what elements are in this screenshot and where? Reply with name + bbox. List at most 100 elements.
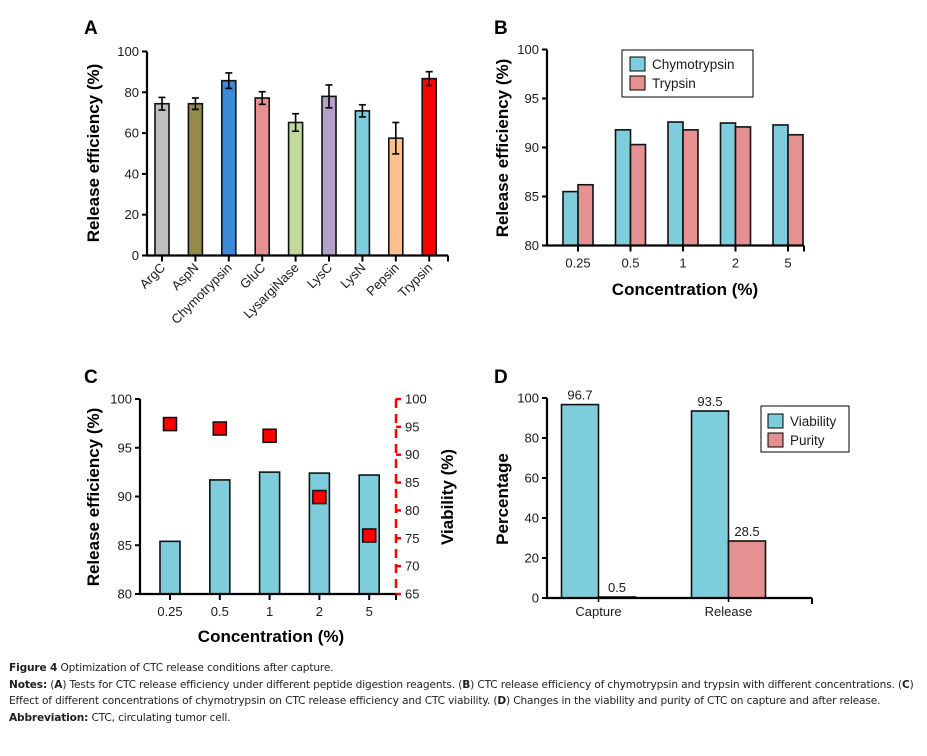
panel-d-y-axis-title: Percentage: [493, 453, 512, 545]
x-tick-label: 0.5: [211, 604, 229, 619]
viability-point-2: [312, 489, 327, 505]
bar-trypsin-0.25: [577, 183, 594, 247]
y-tick-label: 80: [525, 238, 539, 253]
right-tick-label: 75: [405, 531, 419, 546]
y-tick-label: 0: [132, 248, 139, 263]
right-tick-label: 90: [405, 447, 419, 462]
legend-swatch-purity: [767, 432, 784, 448]
y-tick-label: 85: [525, 189, 539, 204]
data-label: 28.5: [734, 524, 759, 539]
data-label: 96.7: [567, 388, 592, 403]
bar-pepsin: [387, 137, 404, 257]
bar-release-efficiency-0.5: [209, 479, 231, 595]
right-tick-label: 65: [405, 587, 419, 602]
figure-title: Optimization of CTC release conditions a…: [57, 662, 334, 674]
viability-point-1: [262, 428, 277, 444]
panel-label-c: C: [84, 367, 98, 388]
y-tick-label: 40: [125, 166, 139, 181]
bar-chymotrypsin-0.5: [614, 129, 632, 247]
panel-c-y-axis-title: Release efficiency (%): [84, 408, 103, 587]
viability-point-0.25: [162, 416, 178, 432]
legend-swatch-chymotrypsin: [629, 56, 646, 72]
y-tick-label: 100: [110, 392, 132, 407]
viability-point-0.5: [212, 421, 228, 436]
y-tick-label: 20: [125, 207, 139, 222]
y-tick-label: 60: [125, 126, 139, 141]
y-tick-label: 90: [118, 489, 132, 504]
viability-point-5: [361, 528, 377, 543]
x-tick-label: 5: [366, 604, 373, 619]
bar-trypsin-1: [682, 129, 699, 247]
y-tick-label: 0: [532, 591, 539, 606]
y-tick-label: 100: [517, 391, 539, 406]
caption-notes: Notes: (A) Tests for CTC release efficie…: [9, 678, 914, 708]
bar-chymotrypsin-5: [772, 124, 789, 247]
panel-c: C Release efficiency (%) Viability (%) C…: [84, 367, 457, 646]
data-label: 0.5: [608, 580, 626, 595]
panel-a: A Release efficiency (%) 0 20 40 60 80 100 Ar…: [84, 18, 449, 327]
x-tick-label: Trypsin: [395, 260, 435, 300]
figure-label: Figure 4: [9, 662, 58, 674]
note-tag-a: A: [54, 678, 63, 691]
y-tick-label: 100: [517, 42, 539, 57]
note-text-d: Changes in the viability and purity of C…: [510, 695, 881, 708]
bar-viability-capture: [560, 403, 600, 599]
panel-label-a: A: [84, 18, 98, 39]
y-tick-label: 95: [118, 440, 132, 455]
x-tick-label: 2: [316, 604, 323, 619]
right-tick-label: 100: [405, 392, 427, 407]
right-tick-label: 70: [405, 559, 419, 574]
bar-chymotrypsin: [221, 79, 237, 257]
x-tick-label: 0.25: [157, 604, 182, 619]
legend-swatch-trypsin: [629, 75, 646, 91]
note-text-a: Tests for CTC release efficiency under d…: [66, 678, 459, 691]
note-tag-d: D: [497, 695, 507, 708]
notes-label: Notes:: [9, 678, 48, 691]
legend-label-trypsin: Trypsin: [652, 76, 696, 91]
caption-abbreviation: Abbreviation: CTC, circulating tumor cel…: [9, 710, 921, 727]
y-tick-label: 95: [525, 91, 539, 106]
x-tick-label: 2: [732, 256, 739, 271]
y-tick-label: 100: [117, 44, 139, 59]
panel-label-b: B: [494, 18, 508, 39]
bar-viability-release: [690, 410, 730, 599]
x-tick-label: 1: [679, 256, 686, 271]
bar-gluc: [254, 97, 270, 257]
right-tick-label: 95: [405, 419, 419, 434]
note-text-b: CTC release efficiency of chymotrypsin a…: [474, 678, 898, 691]
bar-trypsin-0.5: [629, 143, 647, 247]
x-tick-label: ArgC: [137, 260, 169, 292]
x-tick-label: 0.25: [565, 256, 590, 271]
note-tag-b: B: [462, 678, 471, 691]
panel-b-legend: Chymotrypsin Trypsin: [621, 49, 754, 98]
y-tick-label: 85: [118, 538, 132, 553]
bar-trypsin-2: [734, 126, 752, 247]
legend-swatch-viability: [767, 413, 784, 429]
panel-b-y-axis-title: Release efficiency (%): [493, 59, 512, 238]
panel-c-x-axis-title: Concentration (%): [198, 627, 344, 646]
x-tick-label: 5: [784, 256, 791, 271]
abbreviation-text: CTC, circulating tumor cell.: [88, 711, 231, 724]
panel-d: D Percentage 0 20 40 60 80 100 96.7 0.5 93.5 28.…: [493, 367, 850, 619]
bar-release-efficiency-0.25: [159, 540, 181, 595]
x-tick-label: 0.5: [621, 256, 639, 271]
y-tick-label: 80: [125, 85, 139, 100]
panel-label-d: D: [494, 367, 508, 388]
panel-b-x-axis-title: Concentration (%): [612, 280, 758, 299]
panel-a-y-axis-title: Release efficiency (%): [84, 64, 103, 243]
y-tick-label: 80: [118, 587, 132, 602]
y-tick-label: 90: [525, 140, 539, 155]
x-tick-label: Pepsin: [363, 260, 402, 299]
legend-label-chymotrypsin: Chymotrypsin: [652, 57, 735, 72]
note-tag-c: C: [901, 678, 910, 691]
panel-b: B Release efficiency (%) Concentration (…: [493, 18, 805, 299]
bar-aspn: [187, 102, 204, 257]
figure-caption: Figure 4 Optimization of CTC release con…: [9, 660, 921, 726]
bar-purity-release: [727, 540, 767, 599]
legend-label-viability: Viability: [790, 414, 837, 429]
caption-title-line: Figure 4 Optimization of CTC release con…: [9, 660, 921, 677]
right-tick-label: 80: [405, 503, 419, 518]
y-tick-label: 20: [525, 551, 539, 566]
bar-trypsin: [421, 77, 438, 257]
